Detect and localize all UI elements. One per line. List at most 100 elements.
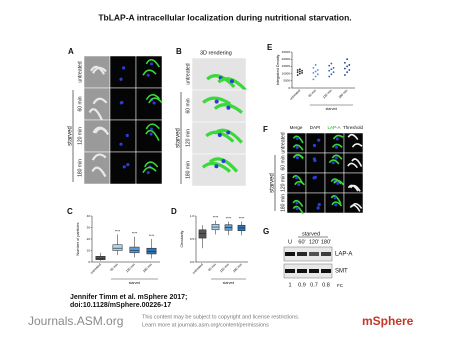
point [296,69,299,71]
point [348,64,351,66]
cell [91,153,107,161]
y-tick-label: 10000 [282,71,291,75]
y-tick-label: 15000 [282,64,291,68]
nucleus [334,145,338,149]
panel-label: D [171,207,177,216]
panel-label: E [267,43,273,52]
band [285,252,295,256]
box [112,244,123,251]
nucleus [214,164,219,169]
group-label: starved [223,281,235,285]
panel-label: F [263,125,268,134]
cell [145,123,160,130]
point [344,61,346,64]
nucleus [333,196,337,200]
panel-label: G [263,227,269,236]
cell [331,154,343,160]
cell [347,133,359,141]
box [95,256,106,260]
nucleus [146,73,150,77]
y-tick-label: 5000 [283,79,290,83]
image-tile [83,55,111,89]
row-label: 180 min [77,159,83,177]
point [328,69,331,72]
nucleus [295,207,299,211]
image-tile [135,87,163,121]
image-tile [305,152,326,174]
band [321,252,331,256]
significance: **** [115,229,121,233]
significance: **** [213,216,219,220]
band [297,252,307,256]
cell [94,127,110,136]
cell [333,179,345,186]
group-label: starved [302,231,320,237]
nucleus [295,156,299,160]
row-label: 120 min [77,127,83,145]
x-tick-label: 120 min [125,262,136,273]
y-tick-label: 1.0 [190,214,195,218]
point [312,71,315,74]
nucleus [295,176,299,180]
point [298,70,301,73]
point [344,67,346,70]
nucleus [126,163,130,167]
nucleus [312,157,316,161]
cell [142,166,157,174]
image-tile [109,55,137,89]
point [296,71,299,74]
loading-band [309,269,319,273]
nucleus [334,203,338,207]
row-label: 120 min [280,174,286,192]
cell [202,96,232,106]
x-tick-label: 180 min [338,88,349,99]
cell [294,180,305,186]
cell [349,204,361,212]
cell [213,128,243,144]
row-label: 60 min [77,96,83,111]
cell [330,178,342,185]
cell [292,205,304,215]
nucleus [295,201,299,205]
box [129,246,140,254]
row-label: 60 min [280,155,286,170]
significance: **** [226,216,232,220]
y-tick-label: 20000 [282,57,291,61]
row-label: 60 min [185,98,191,113]
point [328,75,331,78]
point [328,64,331,67]
nucleus [317,203,321,207]
y-tick-label: 0 [88,260,90,264]
nucleus [317,138,321,142]
point [332,71,335,74]
lane-label: U [288,239,292,245]
x-tick-label: untreated [289,88,302,101]
x-tick-label: 180 min [232,262,243,273]
cell [351,158,363,167]
citation: doi:10.1128/mSphere.00226-17 [70,302,171,309]
cell [292,199,304,208]
nucleus [313,175,317,179]
nucleus [122,165,126,169]
cell [145,93,161,101]
nucleus [297,183,301,187]
blot [283,263,333,279]
cell [292,144,304,151]
cell [331,201,343,207]
cell [206,74,236,89]
x-tick-label: 180 min [142,262,153,273]
point [330,68,333,71]
caption: 3D rendering [200,50,232,56]
cell [88,108,104,123]
point [314,70,317,73]
nucleus [146,171,150,175]
cell [142,69,157,76]
nucleus [119,142,123,146]
group-label: starved [129,281,141,285]
point [301,71,303,74]
cell [331,143,343,148]
row-label: untreated [77,61,83,82]
cell [145,59,161,68]
x-tick-label: 120 min [322,88,333,99]
blot [283,246,333,262]
